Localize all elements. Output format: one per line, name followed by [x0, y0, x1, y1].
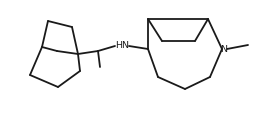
Text: HN: HN [115, 41, 129, 50]
Text: N: N [221, 45, 227, 54]
